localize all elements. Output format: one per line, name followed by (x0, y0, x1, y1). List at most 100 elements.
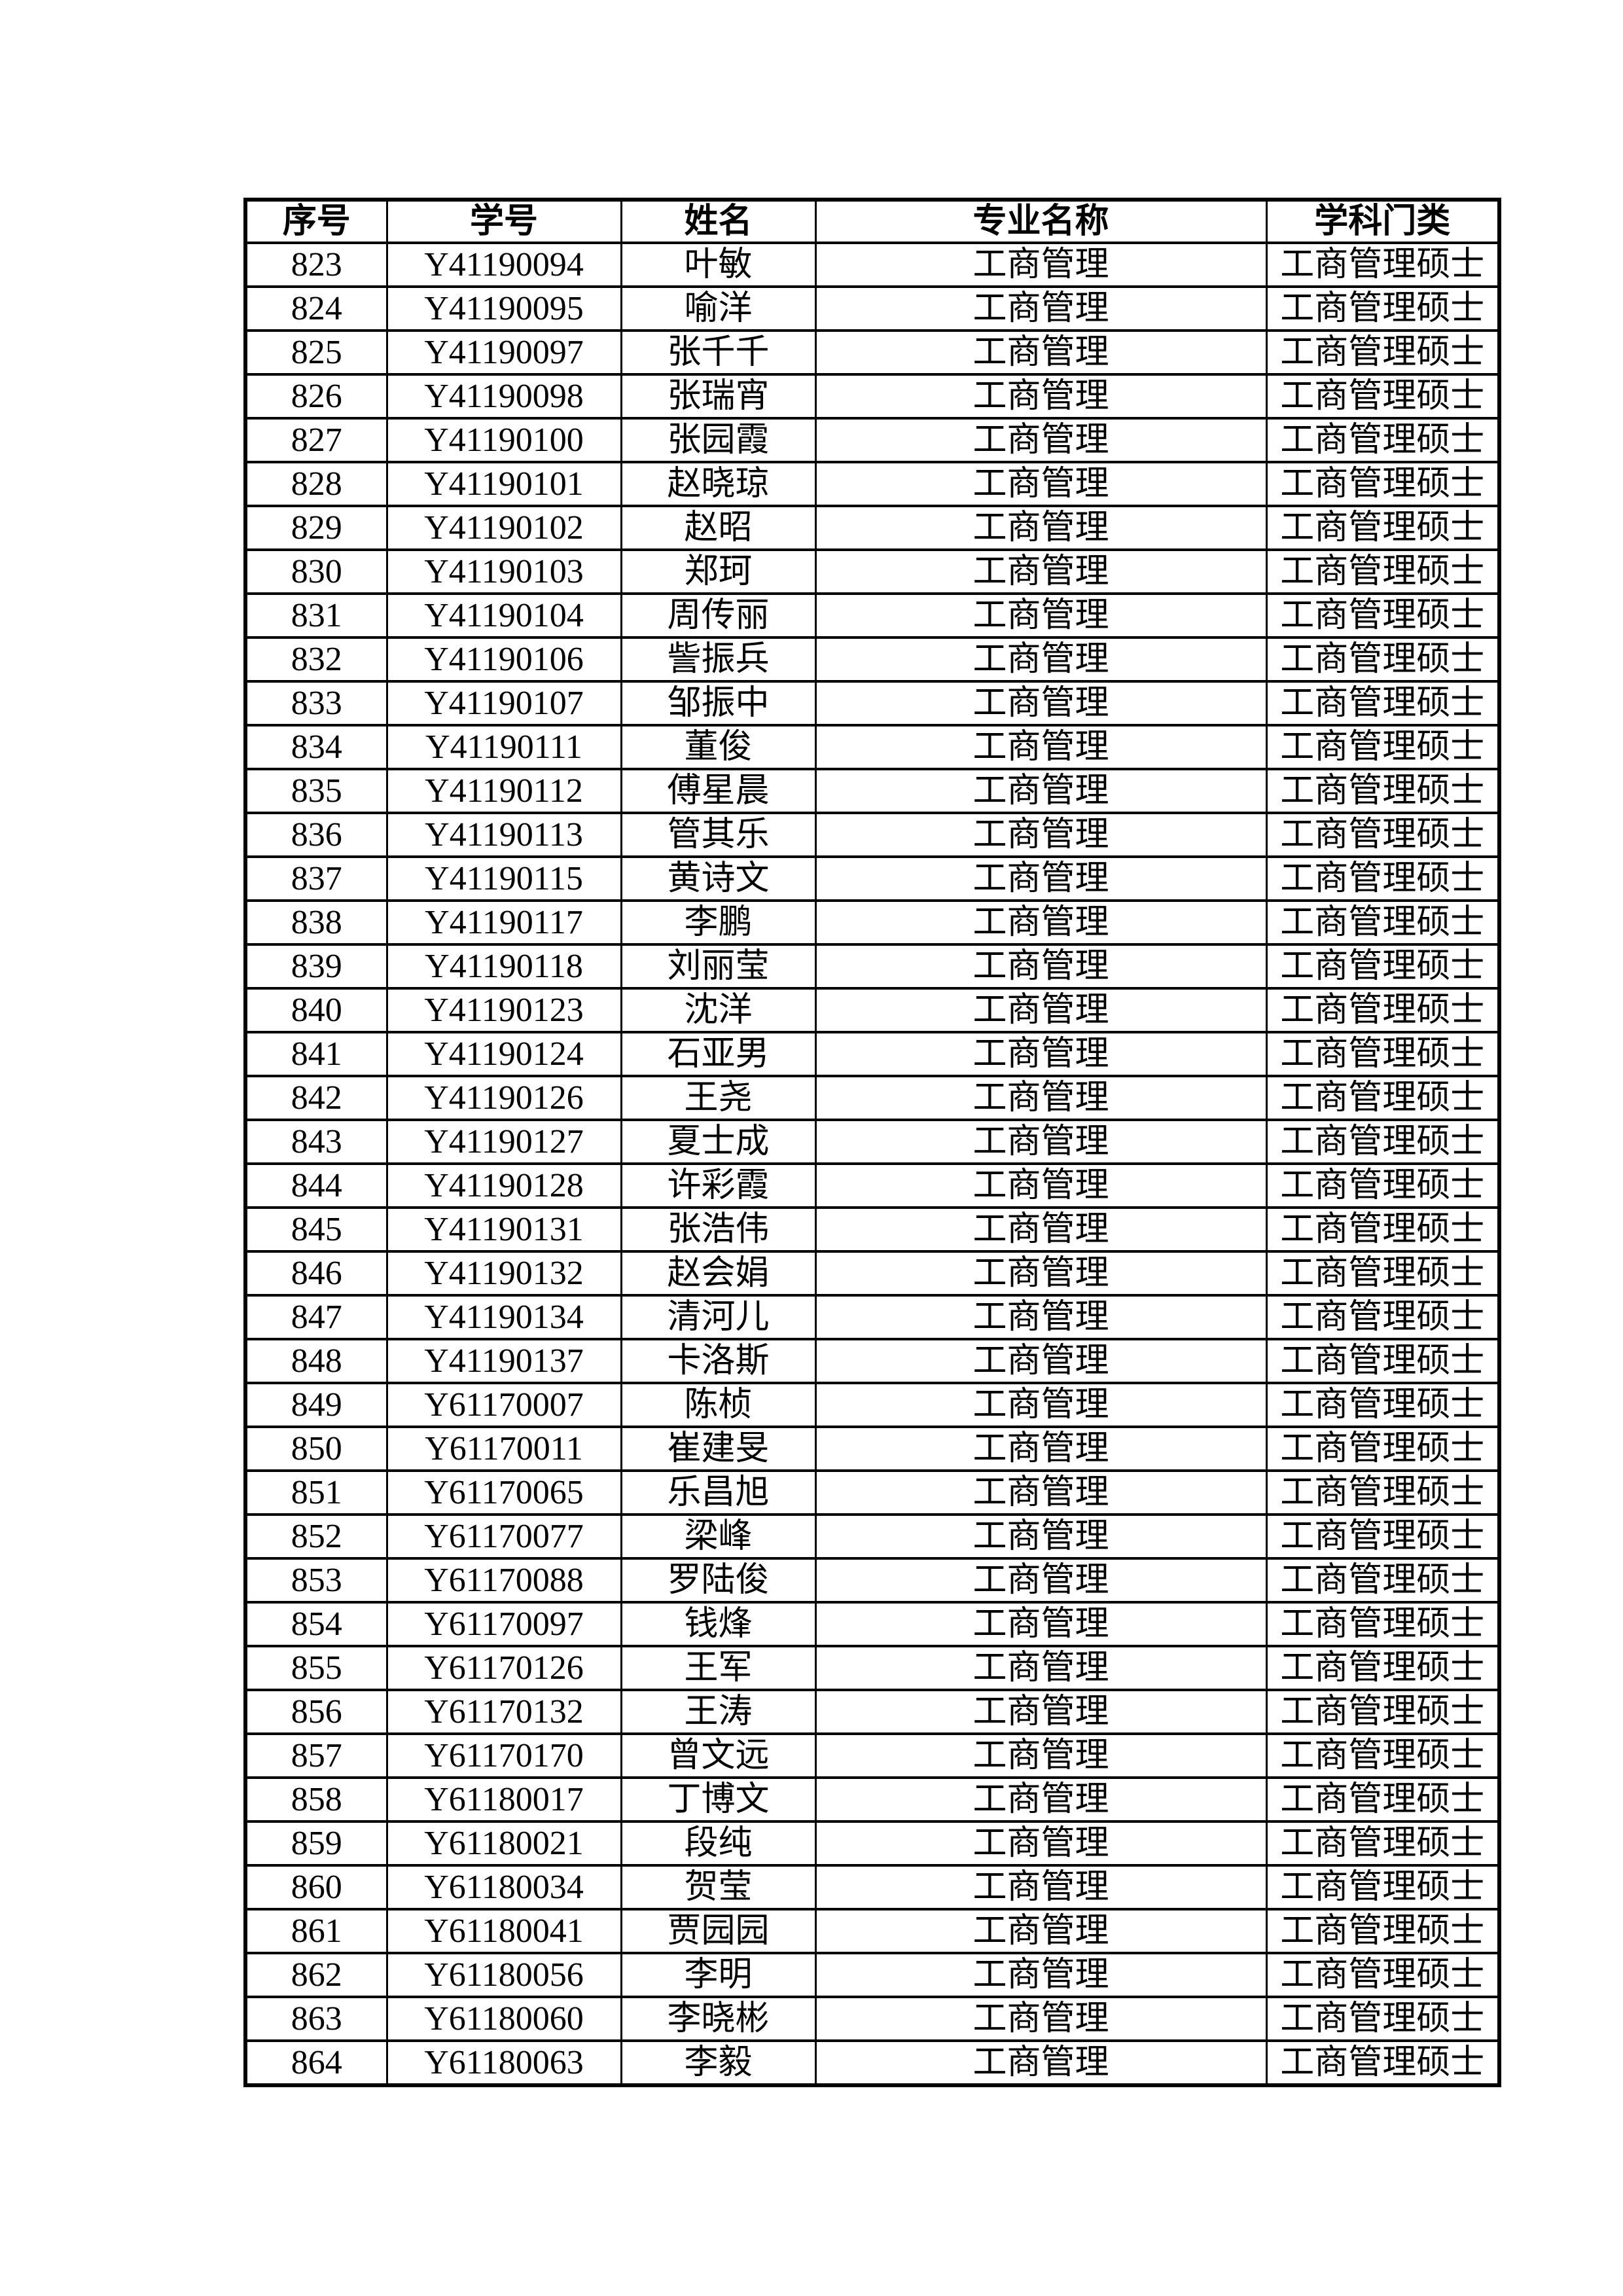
cell-student-id: Y61170088 (385, 1557, 622, 1604)
table-row: 846 Y41190132 赵会娟 工商管理 工商管理硕士 (244, 1250, 1501, 1297)
cell-name: 李毅 (620, 2039, 817, 2087)
cell-name: 李明 (620, 1952, 817, 1998)
table-row: 850 Y61170011 崔建旻 工商管理 工商管理硕士 (244, 1426, 1501, 1472)
cell-major-name: 工商管理 (814, 417, 1268, 463)
cell-student-id: Y41190113 (385, 812, 622, 858)
cell-major-name: 工商管理 (814, 1557, 1268, 1604)
cell-major-name: 工商管理 (814, 1732, 1268, 1779)
cell-student-id: Y61180017 (385, 1776, 622, 1823)
cell-name: 夏士成 (620, 1119, 817, 1165)
cell-name: 崔建旻 (620, 1426, 817, 1472)
cell-serial-number: 847 (244, 1294, 388, 1340)
table-row: 864 Y61180063 李毅 工商管理 工商管理硕士 (244, 2039, 1501, 2087)
cell-discipline-category: 工商管理硕士 (1265, 1469, 1501, 1516)
cell-serial-number: 859 (244, 1820, 388, 1867)
cell-discipline-category: 工商管理硕士 (1265, 724, 1501, 770)
cell-name: 乐昌旭 (620, 1469, 817, 1516)
cell-student-id: Y61180041 (385, 1908, 622, 1954)
cell-name: 许彩霞 (620, 1162, 817, 1209)
cell-major-name: 工商管理 (814, 1426, 1268, 1472)
cell-discipline-category: 工商管理硕士 (1265, 1206, 1501, 1253)
cell-discipline-category: 工商管理硕士 (1265, 1645, 1501, 1691)
cell-name: 张浩伟 (620, 1206, 817, 1253)
cell-student-id: Y41190126 (385, 1075, 622, 1121)
cell-name: 罗陆俊 (620, 1557, 817, 1604)
cell-name: 管其乐 (620, 812, 817, 858)
cell-student-id: Y41190115 (385, 855, 622, 902)
cell-discipline-category: 工商管理硕士 (1265, 1601, 1501, 1647)
cell-serial-number: 826 (244, 373, 388, 420)
table-header-row: 序号 学号 姓名 专业名称 学科门类 (244, 198, 1501, 244)
cell-discipline-category: 工商管理硕士 (1265, 1557, 1501, 1604)
table-row: 860 Y61180034 贺莹 工商管理 工商管理硕士 (244, 1864, 1501, 1910)
cell-discipline-category: 工商管理硕士 (1265, 2039, 1501, 2087)
cell-major-name: 工商管理 (814, 1250, 1268, 1297)
cell-name: 李鹏 (620, 899, 817, 946)
cell-name: 王涛 (620, 1689, 817, 1735)
cell-major-name: 工商管理 (814, 505, 1268, 551)
table-row: 854 Y61170097 钱烽 工商管理 工商管理硕士 (244, 1601, 1501, 1647)
cell-name: 叶敏 (620, 242, 817, 288)
cell-student-id: Y41190118 (385, 943, 622, 990)
column-header-major: 专业名称 (814, 198, 1268, 244)
cell-student-id: Y61170132 (385, 1689, 622, 1735)
cell-name: 陈桢 (620, 1382, 817, 1428)
table-row: 831 Y41190104 周传丽 工商管理 工商管理硕士 (244, 592, 1501, 639)
cell-serial-number: 839 (244, 943, 388, 990)
table-row: 852 Y61170077 梁峰 工商管理 工商管理硕士 (244, 1513, 1501, 1560)
cell-serial-number: 864 (244, 2039, 388, 2087)
cell-discipline-category: 工商管理硕士 (1265, 1908, 1501, 1954)
cell-student-id: Y41190111 (385, 724, 622, 770)
column-header-name: 姓名 (620, 198, 817, 244)
cell-serial-number: 827 (244, 417, 388, 463)
table-row: 843 Y41190127 夏士成 工商管理 工商管理硕士 (244, 1119, 1501, 1165)
cell-student-id: Y61180034 (385, 1864, 622, 1910)
cell-serial-number: 837 (244, 855, 388, 902)
table-row: 835 Y41190112 傅星晨 工商管理 工商管理硕士 (244, 768, 1501, 814)
cell-major-name: 工商管理 (814, 1338, 1268, 1384)
cell-name: 清河儿 (620, 1294, 817, 1340)
table-row: 836 Y41190113 管其乐 工商管理 工商管理硕士 (244, 812, 1501, 858)
cell-name: 段纯 (620, 1820, 817, 1867)
cell-student-id: Y41190106 (385, 636, 622, 683)
cell-serial-number: 834 (244, 724, 388, 770)
cell-serial-number: 846 (244, 1250, 388, 1297)
cell-serial-number: 848 (244, 1338, 388, 1384)
cell-serial-number: 856 (244, 1689, 388, 1735)
cell-serial-number: 855 (244, 1645, 388, 1691)
cell-name: 梁峰 (620, 1513, 817, 1560)
cell-serial-number: 851 (244, 1469, 388, 1516)
table-row: 858 Y61180017 丁博文 工商管理 工商管理硕士 (244, 1776, 1501, 1823)
table-row: 832 Y41190106 訾振兵 工商管理 工商管理硕士 (244, 636, 1501, 683)
cell-major-name: 工商管理 (814, 373, 1268, 420)
cell-serial-number: 854 (244, 1601, 388, 1647)
table-row: 839 Y41190118 刘丽莹 工商管理 工商管理硕士 (244, 943, 1501, 990)
table-row: 838 Y41190117 李鹏 工商管理 工商管理硕士 (244, 899, 1501, 946)
cell-student-id: Y61170126 (385, 1645, 622, 1691)
cell-serial-number: 861 (244, 1908, 388, 1954)
cell-student-id: Y41190098 (385, 373, 622, 420)
cell-name: 郑珂 (620, 548, 817, 595)
table-row: 823 Y41190094 叶敏 工商管理 工商管理硕士 (244, 242, 1501, 288)
column-header-id: 学号 (385, 198, 622, 244)
cell-name: 贺莹 (620, 1864, 817, 1910)
cell-student-id: Y61170077 (385, 1513, 622, 1560)
cell-major-name: 工商管理 (814, 285, 1268, 332)
table-row: 861 Y61180041 贾园园 工商管理 工商管理硕士 (244, 1908, 1501, 1954)
cell-student-id: Y61180056 (385, 1952, 622, 1998)
cell-student-id: Y61180063 (385, 2039, 622, 2087)
cell-serial-number: 858 (244, 1776, 388, 1823)
cell-major-name: 工商管理 (814, 2039, 1268, 2087)
table-row: 848 Y41190137 卡洛斯 工商管理 工商管理硕士 (244, 1338, 1501, 1384)
cell-discipline-category: 工商管理硕士 (1265, 1426, 1501, 1472)
cell-name: 傅星晨 (620, 768, 817, 814)
cell-student-id: Y41190134 (385, 1294, 622, 1340)
cell-serial-number: 836 (244, 812, 388, 858)
cell-major-name: 工商管理 (814, 680, 1268, 726)
cell-major-name: 工商管理 (814, 812, 1268, 858)
cell-student-id: Y41190100 (385, 417, 622, 463)
cell-major-name: 工商管理 (814, 1908, 1268, 1954)
cell-discipline-category: 工商管理硕士 (1265, 1996, 1501, 2042)
cell-serial-number: 842 (244, 1075, 388, 1121)
cell-discipline-category: 工商管理硕士 (1265, 1250, 1501, 1297)
